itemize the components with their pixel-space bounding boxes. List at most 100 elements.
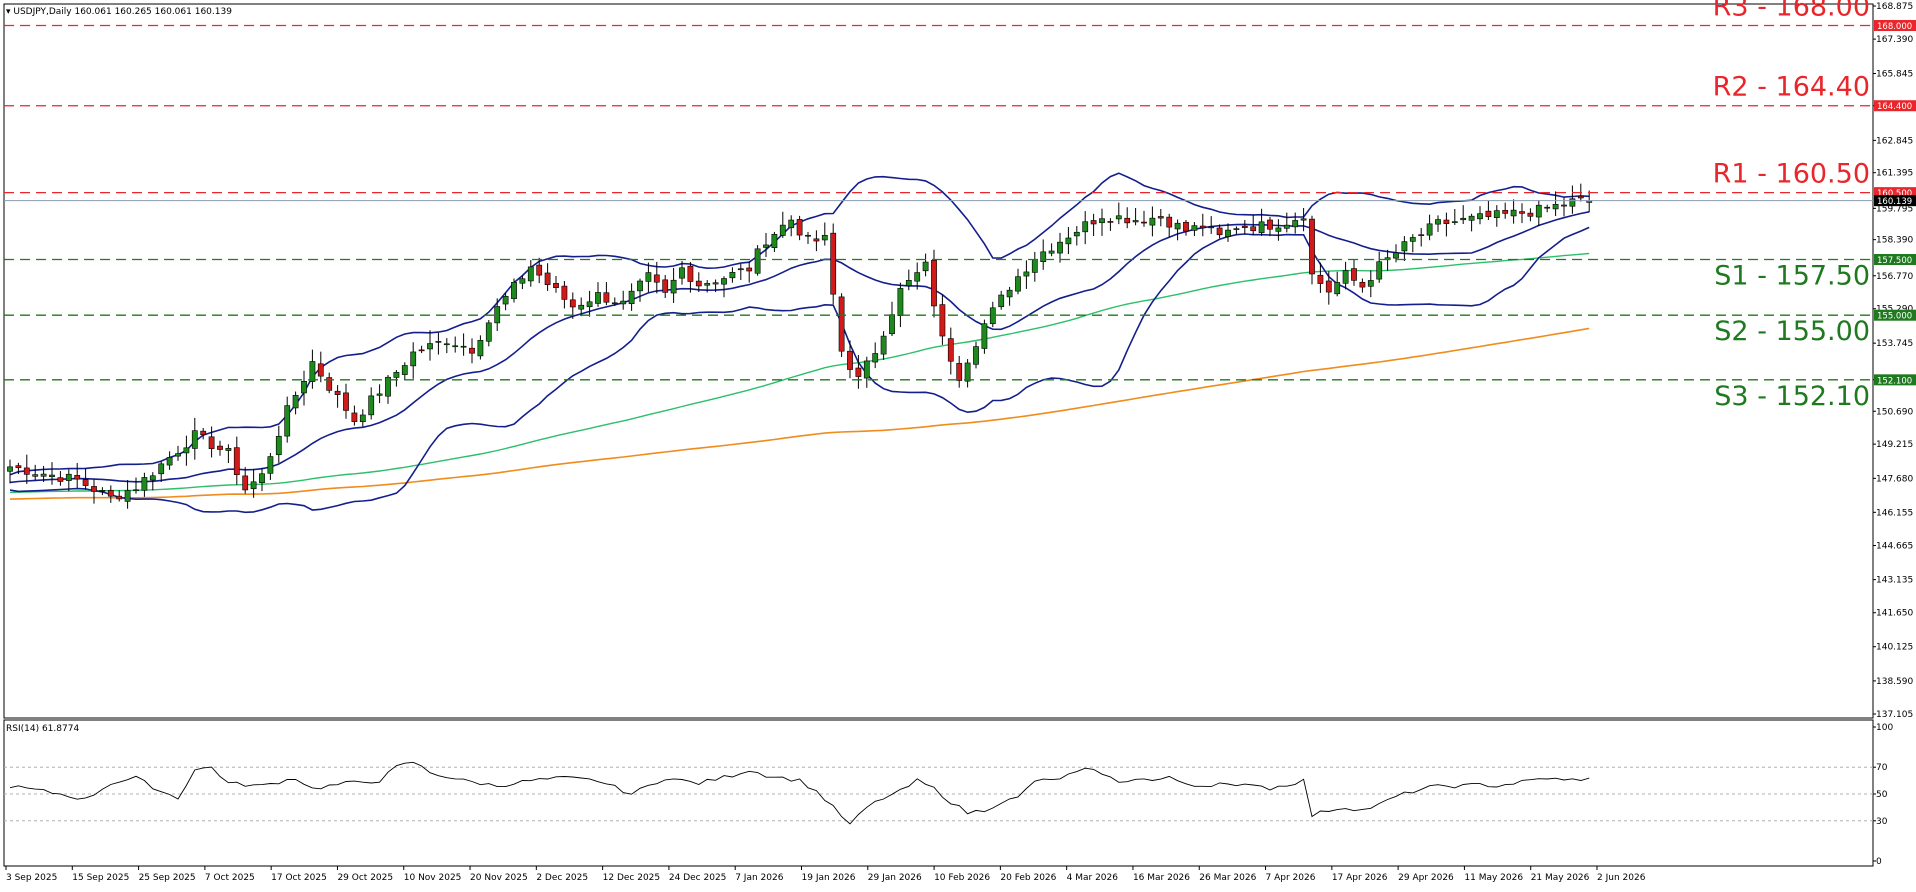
y-axis-label: 150.690 [1876,407,1913,417]
candle-body [166,457,173,466]
x-axis-label: 24 Dec 2025 [669,873,727,883]
y-axis-label: 168.875 [1876,2,1913,12]
candle-body [1485,210,1492,217]
candle-body [947,338,954,362]
candle-body [1183,221,1189,232]
level-tag-s1 [1874,253,1916,265]
level-label-r1: R1 - 160.50 [1713,159,1870,190]
candle-body [452,345,459,348]
candle-body [763,244,769,248]
candle-body [1267,219,1273,230]
x-axis-label: 29 Oct 2025 [337,873,393,883]
candle-body [351,412,358,422]
candle-body [284,405,291,437]
candle-body [729,271,736,279]
candle-body [1040,251,1047,262]
candle-body [1334,282,1341,295]
candle-body [65,473,72,481]
level-label-r3: R3 - 168.00 [1713,0,1870,22]
chart-header: ▾ USDJPY,Daily 160.061 160.265 160.061 1… [6,7,232,17]
rsi-header: RSI(14) 61.8774 [6,724,79,734]
candle-body [880,335,887,355]
candle-body [1048,250,1055,254]
level-tag-text-s1: 157.500 [1877,256,1912,266]
x-axis-label: 2 Dec 2025 [536,873,588,883]
candle-body [183,447,190,454]
candle-body [1309,218,1315,275]
y-axis-label: 137.105 [1876,710,1913,720]
x-axis-label: 19 Jan 2026 [802,873,856,883]
y-axis-label: 144.665 [1876,542,1913,552]
candle-body [1544,206,1551,209]
candle-body [687,265,694,282]
x-axis-label: 7 Apr 2026 [1266,873,1316,883]
candle-body [620,300,627,305]
candle-body [1082,221,1089,233]
candle-body [1174,222,1181,230]
y-axis-label: 153.745 [1876,339,1913,349]
candle-body [158,463,165,475]
candle-body [1166,216,1173,228]
candle-body [1561,204,1567,207]
candle-body [813,238,820,242]
candle-body [863,360,870,379]
candle-body [1073,231,1080,237]
candle-body [1552,204,1559,210]
candle-body [998,294,1005,308]
x-axis-label: 2 Jun 2026 [1597,873,1646,883]
x-axis-label: 25 Sep 2025 [139,873,196,883]
candle-body [527,266,534,282]
candle-body [1409,237,1416,242]
candle-body [1493,210,1500,218]
candle-body [217,445,223,450]
candle-body [401,365,408,375]
level-tag-r2 [1874,100,1916,112]
y-axis-label: 158.390 [1876,236,1913,246]
current-price-tag [1874,195,1916,207]
candle-body [1208,226,1215,229]
candle-body [1468,215,1475,221]
candle-body [771,234,778,248]
candle-body [477,340,484,357]
candle-body [704,283,711,286]
y-axis-label: 147.680 [1876,474,1913,484]
candle-body [49,474,55,478]
candle-body [637,280,643,292]
candle-body [1124,217,1131,224]
candle-body [40,473,47,477]
candle-body [435,341,442,343]
y-axis-label: 161.395 [1876,169,1913,179]
candle-body [418,349,425,352]
bollinger-middle [9,211,1590,484]
candle-body [309,361,316,382]
candle-body [561,285,568,300]
candle-body [1191,225,1198,231]
x-axis-label: 15 Sep 2025 [72,873,129,883]
x-axis-label: 26 Mar 2026 [1199,873,1256,883]
candle-body [393,372,400,378]
candle-body [586,301,593,308]
x-axis-label: 21 May 2026 [1531,873,1590,883]
candle-body [1057,241,1063,254]
candle-body [469,347,475,354]
x-axis-label: 29 Apr 2026 [1398,873,1454,883]
candle-body [595,292,601,304]
x-axis-label: 17 Oct 2025 [271,873,327,883]
candle-body [200,430,207,436]
candle-body [1065,237,1072,245]
candle-body [905,280,912,286]
candle-body [922,261,929,272]
candle-body [1132,220,1139,223]
rsi-axis-label: 100 [1876,723,1893,733]
candle-body [7,466,13,472]
candle-body [124,490,131,502]
candle-body [1418,234,1425,237]
candle-body [1090,220,1097,225]
candle-body [267,456,274,474]
candle-body [175,453,181,457]
y-axis-label: 140.125 [1876,643,1913,653]
candle-body [1435,219,1441,225]
candle-body [141,477,148,491]
candle-body [1359,281,1366,288]
